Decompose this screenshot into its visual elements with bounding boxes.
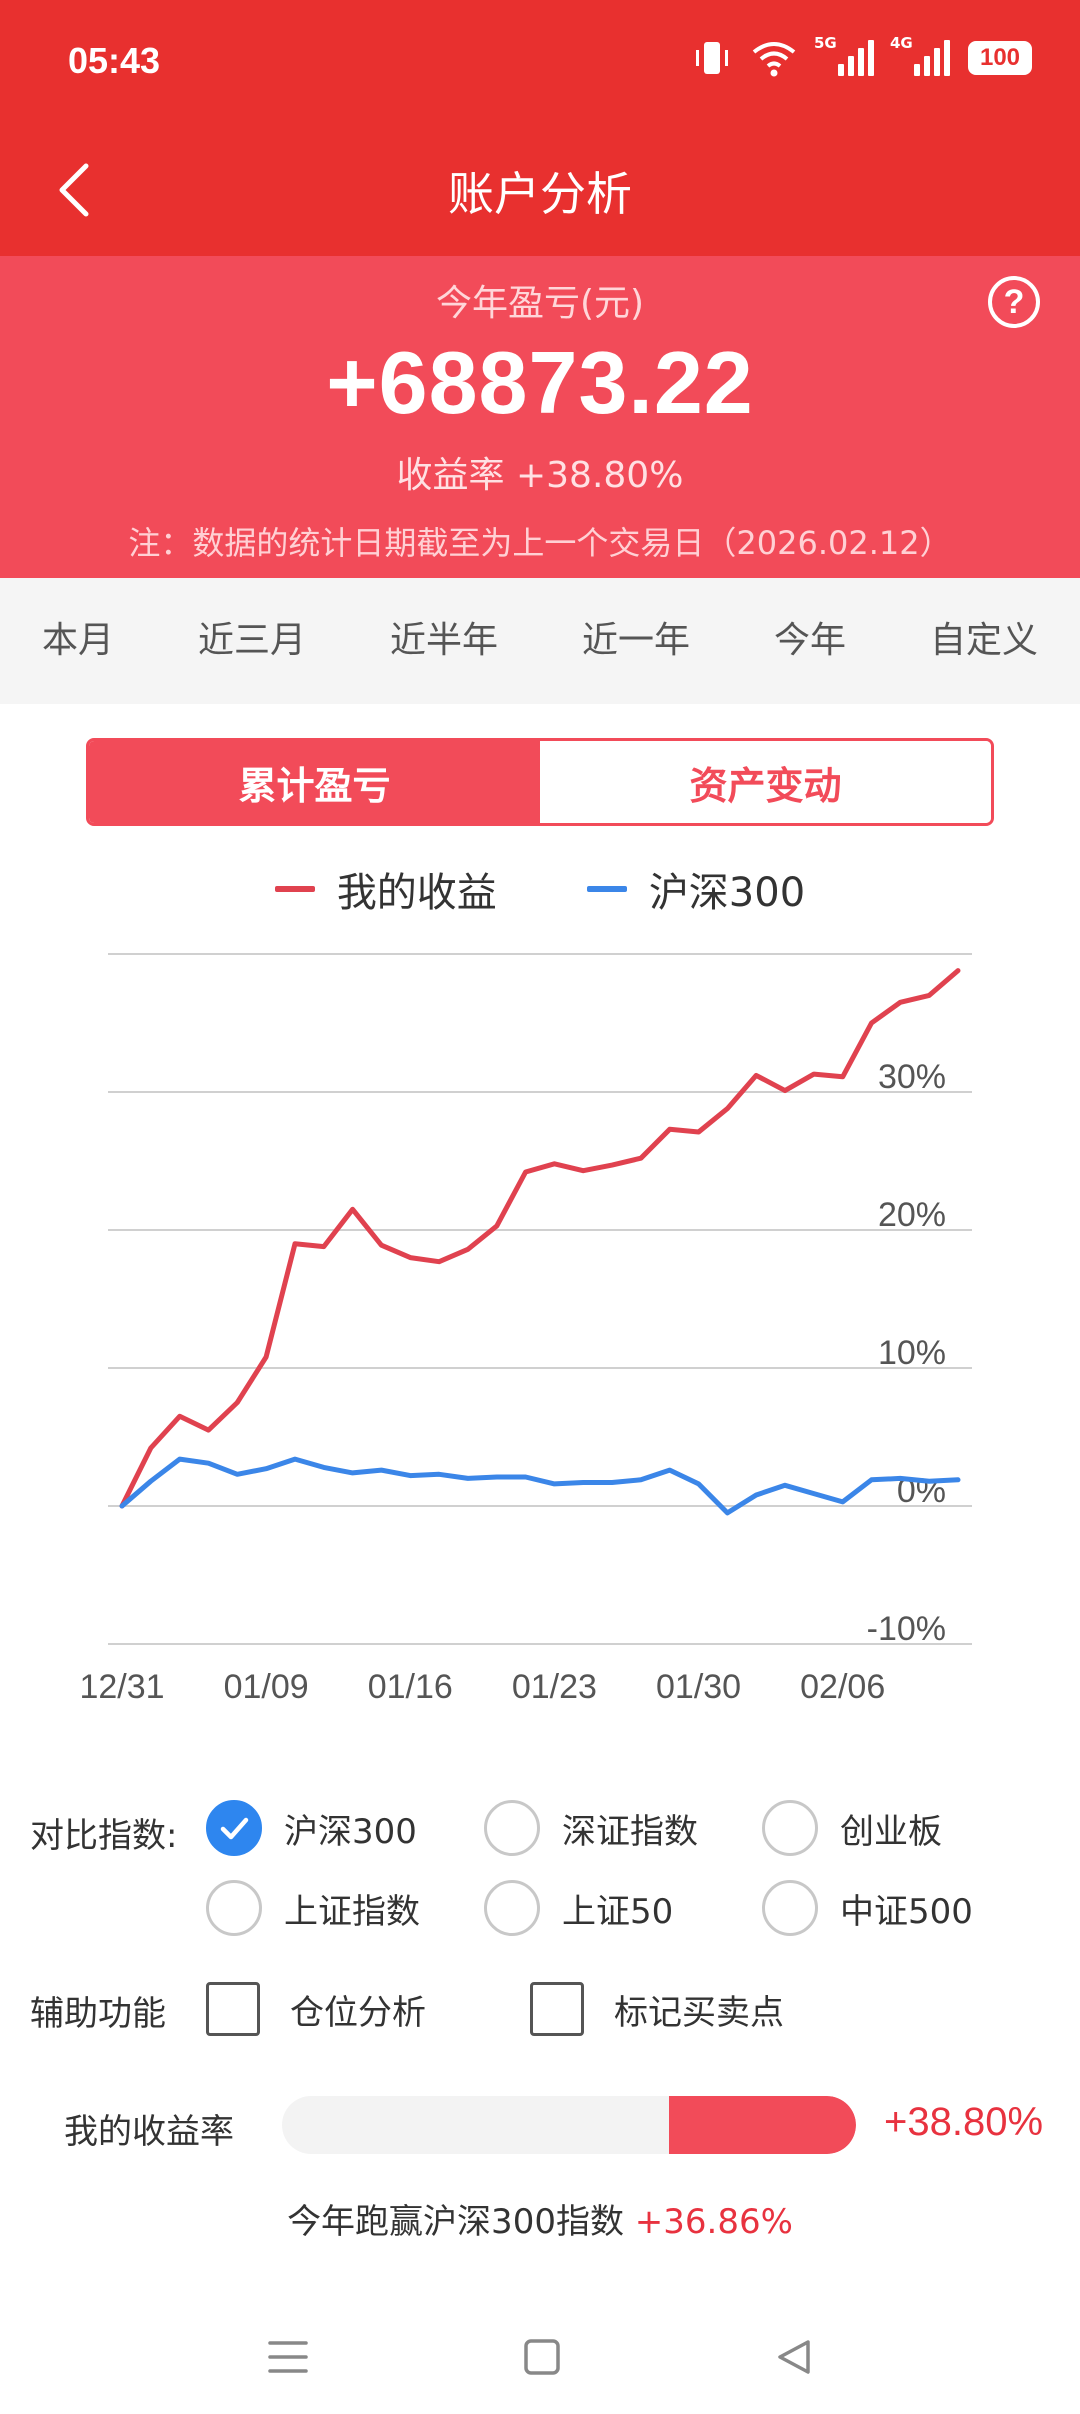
legend-label-index: 沪深300 bbox=[648, 870, 806, 916]
profit-line-chart[interactable]: -10%0%10%20%30%12/31 01/09 01/16 01/23 01/30… bbox=[0, 940, 1080, 1720]
vibrate-icon bbox=[696, 42, 728, 74]
mark-trades-checkbox[interactable]: 标记买卖点 bbox=[530, 1982, 784, 2036]
chart-y-tick-label: 30% bbox=[878, 1058, 946, 1096]
nav-bar: 账户分析 bbox=[0, 126, 1080, 256]
legend-swatch-mine bbox=[274, 886, 315, 892]
chart-x-tick-label: 02/06 bbox=[800, 1668, 885, 1706]
compare-option-zz500[interactable]: 中证500 bbox=[762, 1880, 973, 1936]
return-rate-text: 收益率 +38.80% bbox=[396, 455, 684, 496]
menu-icon[interactable] bbox=[266, 2337, 310, 2377]
system-nav-bar bbox=[0, 2300, 1080, 2414]
beat-index-value: +36.86% bbox=[634, 2202, 793, 2242]
chart-x-tick-label: 01/23 bbox=[512, 1668, 597, 1706]
checkbox-label: 仓位分析 bbox=[290, 1992, 426, 2033]
compare-option-label: 深证指数 bbox=[562, 1811, 698, 1852]
chart-x-tick-label: 01/16 bbox=[368, 1668, 453, 1706]
compare-option-hs300[interactable]: 沪深300 bbox=[206, 1800, 417, 1856]
home-icon[interactable] bbox=[522, 2337, 562, 2377]
back-arrow-icon[interactable] bbox=[48, 160, 108, 220]
status-icons: 5G 4G 100 bbox=[692, 34, 1032, 78]
assist-function-label: 辅助功能 bbox=[30, 1994, 166, 2034]
compare-option-label: 沪深300 bbox=[284, 1811, 417, 1852]
profit-label: 今年盈亏(元) bbox=[435, 283, 645, 324]
tab-custom[interactable]: 自定义 bbox=[929, 620, 1038, 661]
tab-half-year[interactable]: 近半年 bbox=[389, 620, 498, 661]
beat-index-label: 今年跑赢沪深300指数 bbox=[287, 2202, 624, 2242]
chart-line-index bbox=[119, 1456, 961, 1516]
legend-item-mine: 我的收益 bbox=[274, 860, 497, 918]
tab-this-month[interactable]: 本月 bbox=[41, 620, 114, 661]
radio-unchecked-icon[interactable] bbox=[484, 1880, 540, 1936]
asset-change-button[interactable]: 资产变动 bbox=[540, 741, 991, 823]
position-analysis-checkbox[interactable]: 仓位分析 bbox=[206, 1982, 426, 2036]
chart-mode-toggle: 累计盈亏 资产变动 bbox=[86, 738, 994, 826]
compare-option-label: 上证指数 bbox=[284, 1891, 420, 1932]
radio-unchecked-icon[interactable] bbox=[484, 1800, 540, 1856]
legend-label-mine: 我的收益 bbox=[336, 870, 497, 916]
compare-option-label: 上证50 bbox=[562, 1891, 674, 1932]
legend-item-index: 沪深300 bbox=[586, 860, 806, 918]
radio-unchecked-icon[interactable] bbox=[762, 1800, 818, 1856]
help-icon[interactable]: ? bbox=[988, 276, 1040, 328]
radio-unchecked-icon[interactable] bbox=[206, 1880, 262, 1936]
checkbox-unchecked-icon[interactable] bbox=[206, 1982, 260, 2036]
chart-y-tick-label: -10% bbox=[867, 1610, 946, 1648]
beat-index-text: 今年跑赢沪深300指数 +36.86% bbox=[0, 2194, 1080, 2243]
compare-option-label: 创业板 bbox=[840, 1811, 942, 1852]
page-title: 账户分析 bbox=[448, 167, 632, 221]
legend-swatch-index bbox=[586, 886, 627, 892]
profit-value: +68873.22 bbox=[326, 333, 754, 432]
status-bar: 05:43 5G 4G 100 bbox=[0, 0, 1080, 126]
my-return-value: +38.80% bbox=[884, 2100, 1044, 2144]
period-tabs: 本月 近三月 近半年 近一年 今年 自定义 bbox=[0, 578, 1080, 704]
cumulative-profit-button[interactable]: 累计盈亏 bbox=[89, 741, 540, 823]
chart-x-tick-label: 01/30 bbox=[656, 1668, 741, 1706]
tab-three-months[interactable]: 近三月 bbox=[197, 620, 306, 661]
compare-option-sz50[interactable]: 上证50 bbox=[484, 1880, 673, 1936]
chart-y-tick-label: 20% bbox=[878, 1196, 946, 1234]
chart-x-tick-label: 12/31 bbox=[79, 1668, 164, 1706]
chart-legend: 我的收益 沪深300 bbox=[0, 860, 1080, 918]
date-note: 注：数据的统计日期截至为上一个交易日（2026.02.12） bbox=[128, 524, 952, 562]
back-triangle-icon[interactable] bbox=[774, 2337, 814, 2377]
tab-this-year[interactable]: 今年 bbox=[773, 620, 846, 661]
signal-5g-icon: 5G bbox=[814, 34, 874, 76]
checkbox-unchecked-icon[interactable] bbox=[530, 1982, 584, 2036]
radio-checked-icon[interactable] bbox=[206, 1800, 262, 1856]
wifi-icon bbox=[752, 42, 796, 77]
signal-5g-label: 5G bbox=[814, 34, 837, 52]
battery-icon: 100 bbox=[968, 41, 1032, 75]
signal-4g-label: 4G bbox=[890, 34, 913, 52]
compare-index-label: 对比指数: bbox=[30, 1816, 178, 1856]
my-return-label: 我的收益率 bbox=[64, 2112, 234, 2152]
chart-x-tick-label: 01/09 bbox=[224, 1668, 309, 1706]
chart-y-tick-label: 10% bbox=[878, 1334, 946, 1372]
signal-4g-icon: 4G bbox=[890, 34, 950, 76]
radio-unchecked-icon[interactable] bbox=[762, 1880, 818, 1936]
chart-line-mine bbox=[119, 968, 961, 1509]
compare-option-szzs-sh[interactable]: 上证指数 bbox=[206, 1880, 420, 1936]
tab-one-year[interactable]: 近一年 bbox=[581, 620, 690, 661]
profit-summary: 今年盈亏(元) ? +68873.22 收益率 +38.80% 注：数据的统计日… bbox=[0, 256, 1080, 578]
status-time: 05:43 bbox=[68, 40, 161, 81]
return-progress-fill bbox=[669, 2096, 856, 2154]
return-progress-bar bbox=[282, 2096, 856, 2154]
compare-option-szzs[interactable]: 深证指数 bbox=[484, 1800, 698, 1856]
compare-option-label: 中证500 bbox=[840, 1891, 973, 1932]
compare-option-cyb[interactable]: 创业板 bbox=[762, 1800, 942, 1856]
checkbox-label: 标记买卖点 bbox=[614, 1992, 784, 2033]
